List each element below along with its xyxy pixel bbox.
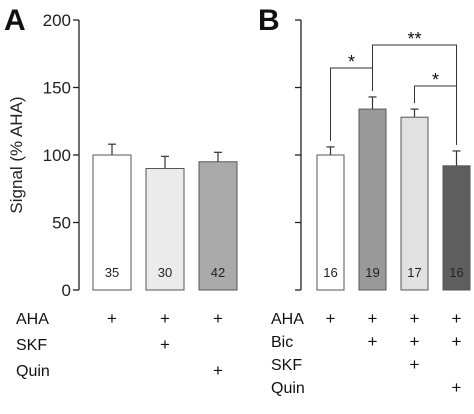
panel-a-bar (92, 154, 132, 291)
panel-b-condition-plus: + (326, 309, 336, 328)
panel-b-significance-label: * (432, 70, 439, 90)
panel-a-letter: A (4, 4, 26, 37)
panel-a-condition-label: Quin (16, 363, 50, 380)
panel-b-condition-label: SKF (271, 357, 302, 374)
panel-a-y-tick-label: 50 (52, 214, 71, 233)
panel-b-condition-label: Quin (271, 380, 305, 397)
panel-b-condition-plus: + (452, 378, 462, 397)
panel-a-condition-plus: + (160, 309, 170, 328)
panel-a-n-label: 42 (211, 265, 225, 280)
panel-b-condition-plus: + (410, 309, 420, 328)
panel-a-bar (198, 161, 238, 291)
panel-a-n-label: 35 (105, 265, 119, 280)
panel-a-y-axis-title: Signal (% AHA) (7, 96, 26, 213)
panel-a-y-tick-label: 150 (43, 79, 71, 98)
panel-a-condition-plus: + (213, 309, 223, 328)
panel-b-n-label: 16 (449, 265, 463, 280)
panel-b-bar (442, 165, 471, 291)
panel-a-condition-label: SKF (16, 337, 47, 354)
panel-b-condition-label: AHA (271, 311, 304, 328)
panel-b-condition-plus: + (410, 332, 420, 351)
panel-b-condition-plus: + (452, 309, 462, 328)
panel-a-condition-plus: + (213, 361, 223, 380)
panel-b-bar (358, 108, 387, 291)
panel-b-condition-plus: + (410, 355, 420, 374)
panel-a-y-tick-label: 200 (43, 11, 71, 30)
panel-b-bar (316, 154, 345, 291)
panel-b-condition-plus: + (452, 332, 462, 351)
panel-a-n-label: 30 (158, 265, 172, 280)
panel-b-significance-label: ** (407, 29, 421, 49)
panel-b-n-label: 16 (323, 265, 337, 280)
panel-a-condition-plus: + (107, 309, 117, 328)
panel-a-y-tick-label: 100 (43, 146, 71, 165)
panel-a-condition-plus: + (160, 335, 170, 354)
panel-b-n-label: 19 (365, 265, 379, 280)
panel-a-condition-label: AHA (16, 311, 49, 328)
panel-b-significance-label: * (348, 52, 355, 72)
panel-b-n-label: 17 (407, 265, 421, 280)
panel-b-significance-bracket (414, 85, 457, 145)
panel-b-condition-label: Bic (271, 334, 293, 351)
panel-b-letter: B (258, 4, 280, 37)
panel-b-condition-plus: + (368, 309, 378, 328)
panel-a-bar (145, 168, 185, 291)
panel-b-condition-plus: + (368, 332, 378, 351)
panel-b-bar (400, 116, 429, 291)
panel-a-y-tick-label: 0 (62, 281, 71, 300)
